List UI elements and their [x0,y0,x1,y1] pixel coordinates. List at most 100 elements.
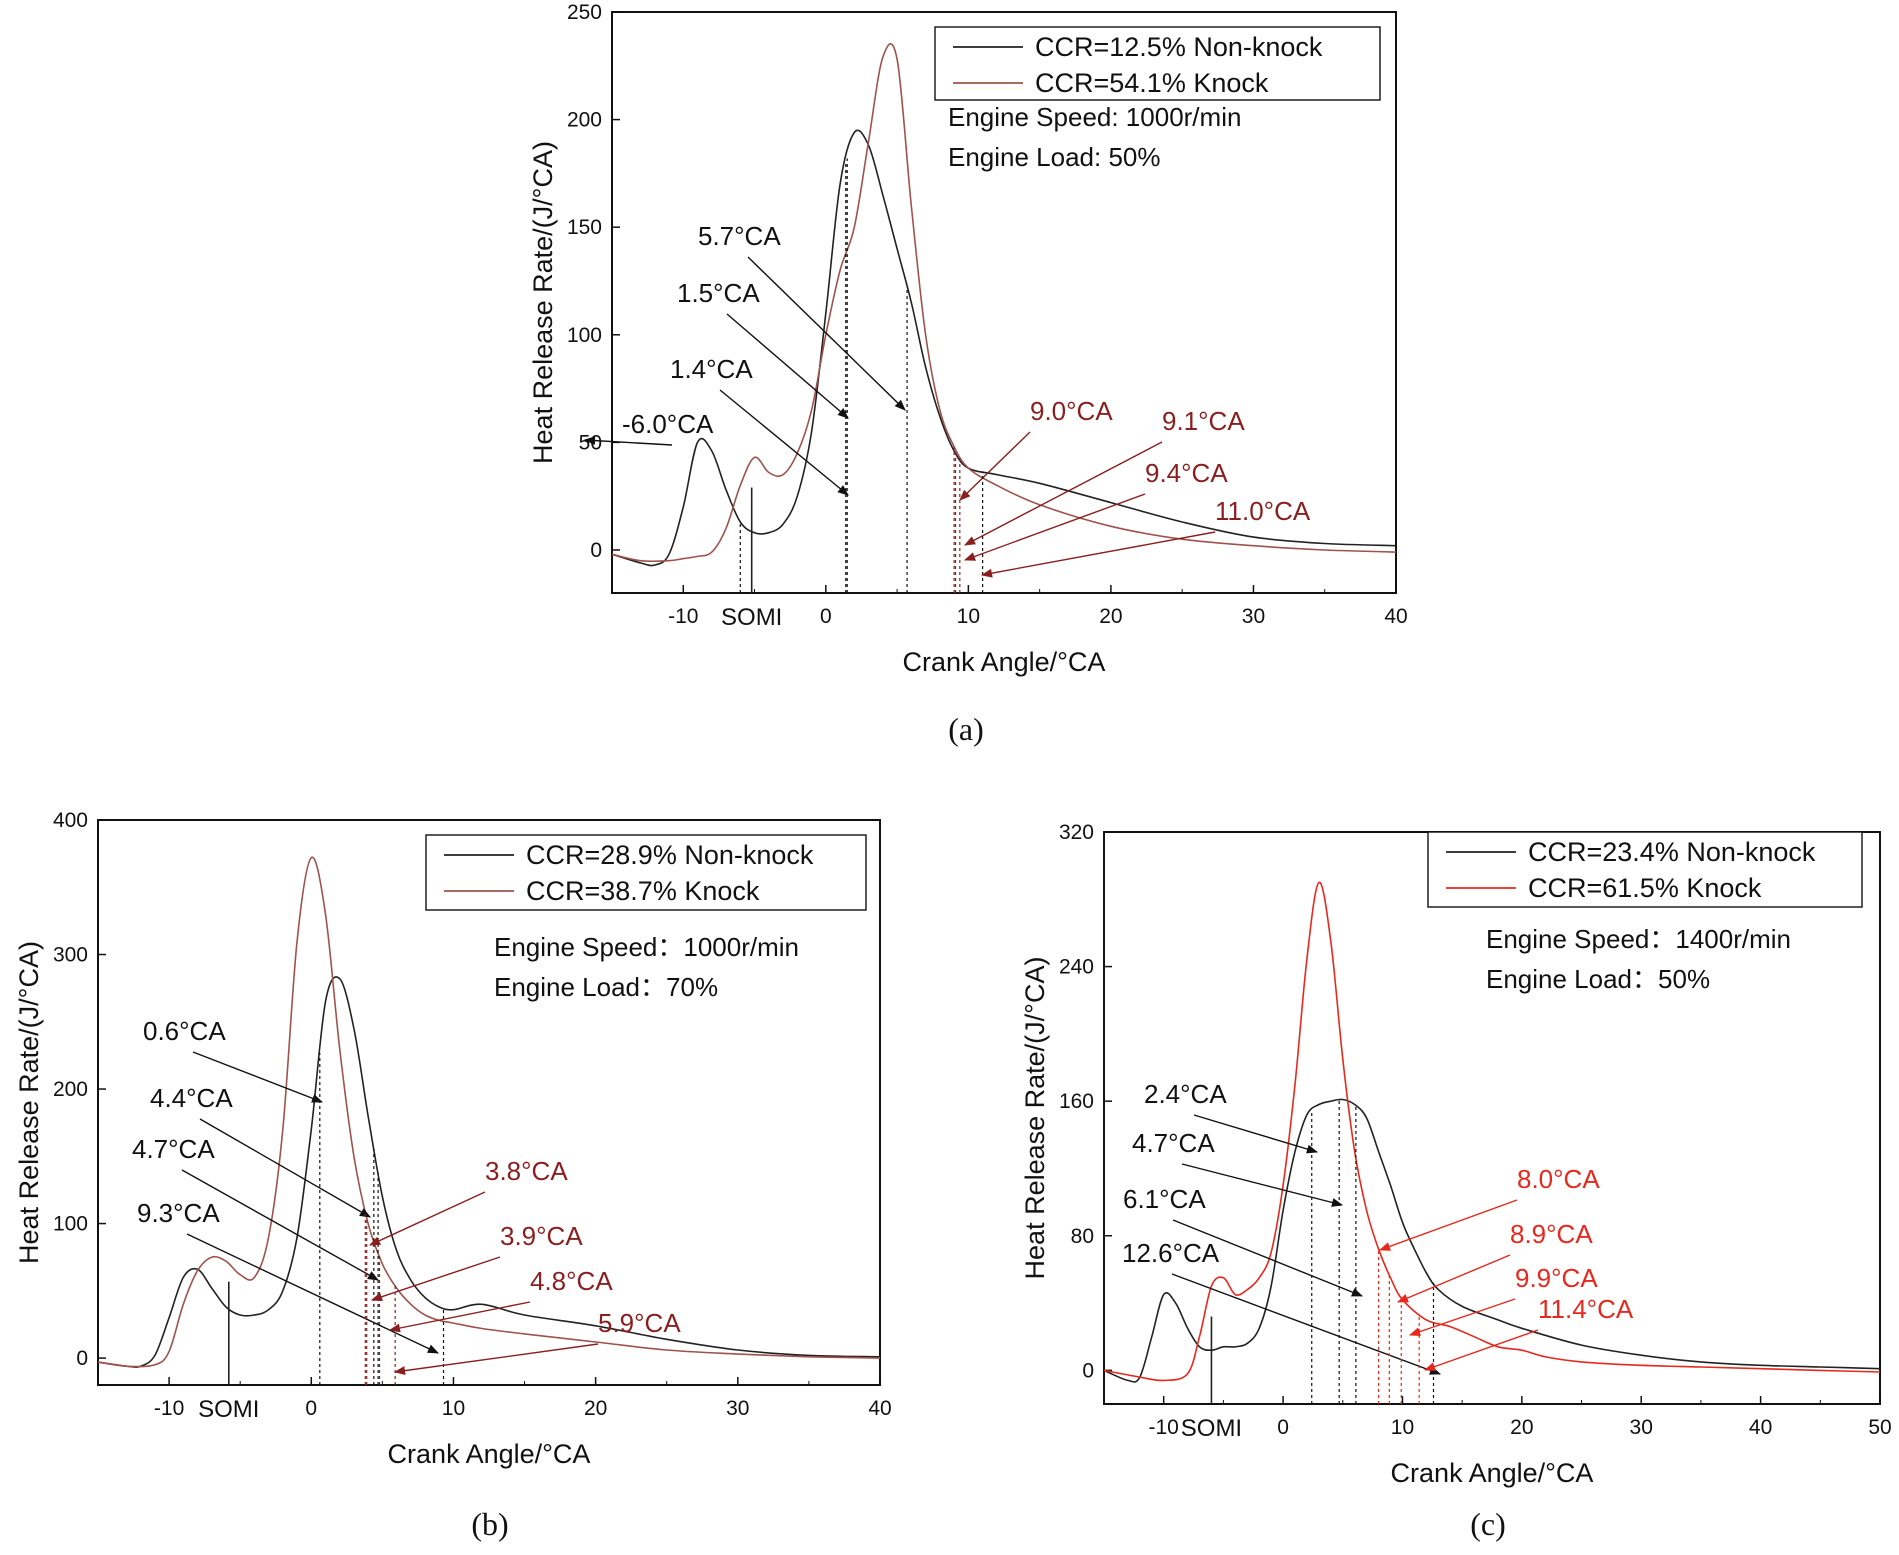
x-tick-label: 10 [442,1397,465,1420]
annotation-label: 4.7°CA [1132,1128,1215,1158]
somi-label: SOMI [721,604,782,631]
annotation-label: 2.4°CA [1144,1079,1227,1109]
x-axis-label: Crank Angle/°CA [1391,1458,1594,1488]
series-line-nonknock [1104,1098,1880,1383]
legend-box [425,834,867,911]
y-axis-label: Heat Release Rate/(J/°CA) [14,941,44,1264]
x-tick-label: -10 [154,1397,184,1420]
annotation-label: 9.3°CA [137,1198,220,1228]
y-tick-label: 400 [53,809,88,832]
chart-panel-a: -10 0 10 20 30 40 0 50 100 150 200 250 Crank Angle/°… [528,1,1408,747]
annotation-arrow [1193,1114,1319,1154]
annotation-label: 9.1°CA [1162,406,1245,436]
annotation-label: 1.5°CA [677,278,760,308]
annotation-label: 9.4°CA [1145,458,1228,488]
annotation-arrow [959,431,1031,501]
x-tick-label: -10 [1149,1416,1179,1439]
annotation-label: 6.1°CA [1123,1184,1206,1214]
annotation-arrow [747,256,906,411]
legend-entry: CCR=28.9% Non-knock [526,840,814,870]
panel-caption: (a) [948,711,984,747]
legend-entry: CCR=23.4% Non-knock [1528,837,1816,867]
x-tick-label: 10 [957,605,980,628]
annotation-arrow [1423,1329,1539,1371]
annotation-arrow [370,1256,501,1302]
plot-frame [611,11,1397,594]
operating-condition-text: Engine Load: 50% [948,142,1161,172]
y-tick-label: 240 [1059,956,1094,979]
somi-label: SOMI [198,1396,259,1423]
panel-caption: (b) [471,1506,508,1542]
x-tick-label: 0 [305,1397,317,1420]
operating-condition-text: Engine Load：50% [1486,964,1710,994]
x-tick-label: 30 [1630,1416,1653,1439]
x-axis-label: Crank Angle/°CA [388,1439,591,1469]
annotation-arrow [368,1191,486,1246]
annotation-arrow [726,313,849,419]
annotation-arrow [393,1343,599,1376]
annotation-label: 4.4°CA [150,1083,233,1113]
annotation-arrow [1181,1163,1344,1207]
y-tick-label: 80 [1071,1225,1094,1248]
annotation-arrow [1378,1199,1518,1251]
x-tick-label: 0 [1277,1416,1289,1439]
operating-condition-text: Engine Speed: 1000r/min [948,102,1241,132]
annotation-label: 11.4°CA [1538,1294,1634,1324]
x-tick-label: -10 [668,605,698,628]
annotation-arrow [199,1118,371,1218]
annotation-label: 4.7°CA [132,1134,215,1164]
x-tick-label: 30 [726,1397,749,1420]
annotation-label: 5.7°CA [698,221,781,251]
legend-box [934,26,1381,101]
annotation-label: -6.0°CA [622,409,714,439]
y-tick-label: 320 [1059,821,1094,844]
y-tick-label: 50 [579,431,602,454]
annotation-label: 4.8°CA [530,1266,613,1296]
series-line-knock [612,43,1396,563]
series-line-nonknock [98,976,880,1368]
annotation-arrow [1172,1219,1364,1297]
annotation-label: 11.0°CA [1215,496,1311,526]
annotation-label: 8.9°CA [1510,1219,1593,1249]
x-tick-label: 40 [1384,605,1407,628]
annotation-label: 3.9°CA [500,1221,583,1251]
annotation-arrow [192,1051,324,1103]
legend-entry: CCR=61.5% Knock [1528,873,1762,903]
operating-condition-text: Engine Speed：1400r/min [1486,924,1791,954]
chart-panel-c: -10 0 10 20 30 40 50 0 80 160 240 320 Crank Angle/°C… [1020,821,1892,1542]
series-line-knock [98,856,880,1368]
annotation-arrow [964,441,1163,546]
y-tick-label: 200 [53,1078,88,1101]
annotation-arrow [181,1169,379,1281]
operating-condition-text: Engine Speed：1000r/min [494,932,799,962]
annotation-arrow [1396,1254,1511,1303]
y-tick-label: 100 [567,324,602,347]
panel-caption: (c) [1470,1506,1506,1542]
x-tick-label: 40 [868,1397,891,1420]
annotation-label: 3.8°CA [485,1156,568,1186]
annotation-arrow [1171,1273,1442,1375]
x-tick-label: 10 [1391,1416,1414,1439]
annotation-arrow [963,493,1146,561]
x-tick-label: 20 [1510,1416,1533,1439]
y-tick-label: 0 [76,1347,88,1370]
legend-entry: CCR=54.1% Knock [1035,68,1269,98]
x-tick-label: 0 [820,605,832,628]
annotation-label: 5.9°CA [598,1308,681,1338]
y-tick-label: 0 [1082,1359,1094,1382]
legend-entry: CCR=12.5% Non-knock [1035,32,1323,62]
annotation-arrow [719,389,849,496]
series-line-knock [1104,881,1880,1382]
y-tick-label: 250 [567,1,602,24]
x-tick-label: 30 [1242,605,1265,628]
x-tick-label: 40 [1749,1416,1772,1439]
y-axis-label: Heat Release Rate/(J/°CA) [1020,957,1050,1280]
somi-label: SOMI [1181,1415,1242,1442]
y-tick-label: 160 [1059,1090,1094,1113]
legend-entry: CCR=38.7% Knock [526,876,760,906]
annotation-label: 9.0°CA [1030,396,1113,426]
x-tick-label: 20 [584,1397,607,1420]
legend-box [1427,831,1863,908]
